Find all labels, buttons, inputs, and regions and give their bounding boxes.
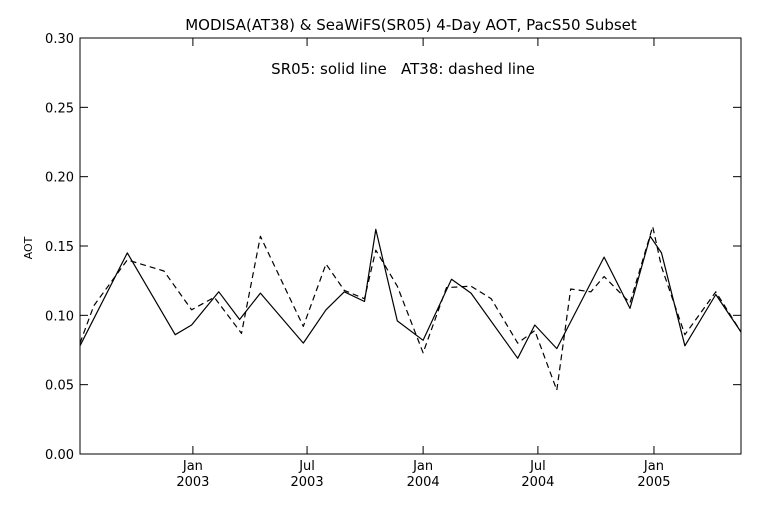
y-tick-label: 0.15 — [45, 240, 74, 255]
y-tick-label: 0.20 — [45, 171, 74, 186]
y-tick-label: 0.10 — [45, 309, 74, 324]
y-tick-label: 0.05 — [45, 379, 74, 394]
y-tick-label: 0.00 — [45, 448, 74, 463]
y-tick-label: 0.30 — [45, 32, 74, 47]
x-tick-month-label: Jan — [182, 459, 203, 474]
series-line-at38 — [79, 226, 742, 391]
y-tick-label: 0.25 — [45, 101, 74, 116]
line-style-annotation: SR05: solid line AT38: dashed line — [271, 60, 535, 78]
x-tick-month-label: Jan — [412, 459, 433, 474]
x-tick-month-label: Jul — [529, 459, 546, 474]
chart-title: MODISA(AT38) & SeaWiFS(SR05) 4-Day AOT, … — [185, 16, 637, 34]
series-layer — [79, 226, 742, 391]
series-line-sr05 — [79, 228, 742, 359]
y-axis: 0.00 0.05 0.10 0.15 0.20 0.25 0.30 — [45, 32, 741, 463]
x-tick-month-label: Jan — [643, 459, 664, 474]
x-tick-month-label: Jul — [298, 459, 315, 474]
x-tick-year-label: 2004 — [407, 475, 440, 490]
x-tick-year-label: 2003 — [176, 475, 209, 490]
x-tick-year-label: 2003 — [291, 475, 324, 490]
plot-frame — [79, 37, 742, 455]
x-tick-year-label: 2005 — [637, 475, 670, 490]
y-axis-label: AOT — [22, 236, 35, 259]
x-tick-year-label: 2004 — [521, 475, 554, 490]
